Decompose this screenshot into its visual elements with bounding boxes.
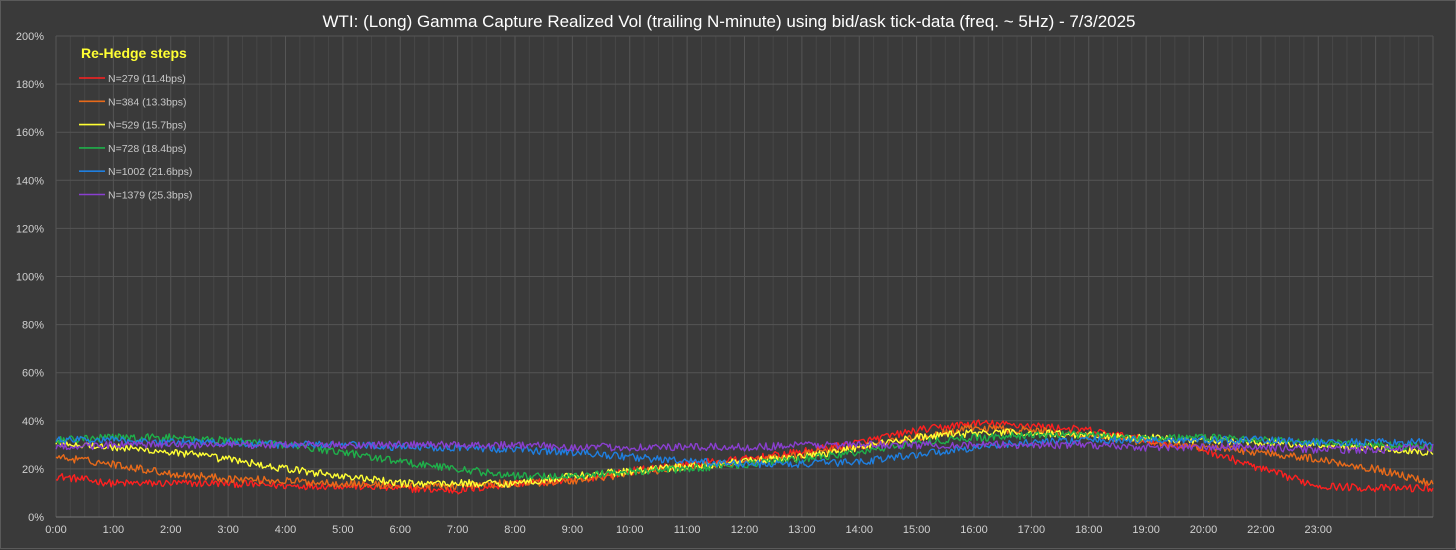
x-tick-label: 0:00 bbox=[45, 524, 66, 536]
series-line-1 bbox=[55, 419, 1434, 495]
x-tick-label: 18:00 bbox=[1075, 524, 1103, 536]
axes: 0% 20% 40% 60% 80% 100% 120% 140% 160% 180% 200% 0:… bbox=[16, 31, 1433, 536]
legend-title: Re-Hedge steps bbox=[81, 45, 187, 61]
x-tick-label: 7:00 bbox=[447, 524, 468, 536]
x-tick-label: 17:00 bbox=[1018, 524, 1046, 536]
x-tick-label: 4:00 bbox=[275, 524, 296, 536]
y-tick-label: 60% bbox=[22, 368, 44, 380]
y-tick-label: 40% bbox=[22, 416, 44, 428]
y-tick-label: 0% bbox=[28, 512, 44, 524]
y-tick-label: 180% bbox=[16, 79, 44, 91]
x-tick-label: 13:00 bbox=[788, 524, 816, 536]
x-tick-label: 6:00 bbox=[390, 524, 411, 536]
x-tick-label: 14:00 bbox=[845, 524, 873, 536]
y-tick-label: 20% bbox=[22, 464, 44, 476]
x-tick-label: 15:00 bbox=[903, 524, 931, 536]
y-tick-label: 80% bbox=[22, 320, 44, 332]
x-tick-label: 8:00 bbox=[504, 524, 525, 536]
x-tick-label: 22:00 bbox=[1247, 524, 1275, 536]
grid bbox=[55, 35, 1434, 518]
legend-entry: N=529 (15.7bps) bbox=[108, 120, 187, 132]
x-tick-label: 20:00 bbox=[1190, 524, 1218, 536]
x-tick-label: 9:00 bbox=[562, 524, 583, 536]
x-tick-label: 1:00 bbox=[103, 524, 124, 536]
series-line-5 bbox=[55, 435, 1434, 469]
series-line-6 bbox=[55, 440, 1434, 455]
legend-entry: N=384 (13.3bps) bbox=[108, 96, 187, 108]
x-tick-label: 23:00 bbox=[1304, 524, 1332, 536]
x-tick-label: 3:00 bbox=[217, 524, 238, 536]
x-tick-label: 19:00 bbox=[1132, 524, 1160, 536]
chart-title: WTI: (Long) Gamma Capture Realized Vol (… bbox=[322, 12, 1135, 31]
y-tick-label: 120% bbox=[16, 223, 44, 235]
x-tick-label: 11:00 bbox=[674, 524, 701, 536]
x-tick-label: 10:00 bbox=[616, 524, 644, 536]
legend-entry: N=1002 (21.6bps) bbox=[108, 166, 192, 178]
y-tick-label: 140% bbox=[16, 175, 44, 187]
x-tick-label: 12:00 bbox=[731, 524, 759, 536]
legend-entry: N=728 (18.4bps) bbox=[108, 143, 187, 155]
series-line-2 bbox=[55, 424, 1434, 490]
legend-entry: N=279 (11.4bps) bbox=[108, 73, 186, 85]
y-tick-label: 200% bbox=[16, 31, 44, 43]
x-tick-label: 2:00 bbox=[160, 524, 181, 536]
y-tick-label: 100% bbox=[16, 272, 44, 284]
y-tick-label: 160% bbox=[16, 127, 44, 139]
x-tick-label: 5:00 bbox=[332, 524, 353, 536]
legend-entry: N=1379 (25.3bps) bbox=[108, 190, 192, 202]
x-tick-label: 16:00 bbox=[960, 524, 988, 536]
series-group bbox=[55, 419, 1434, 495]
legend: Re-Hedge steps N=279 (11.4bps) N=384 (13.… bbox=[79, 45, 192, 202]
